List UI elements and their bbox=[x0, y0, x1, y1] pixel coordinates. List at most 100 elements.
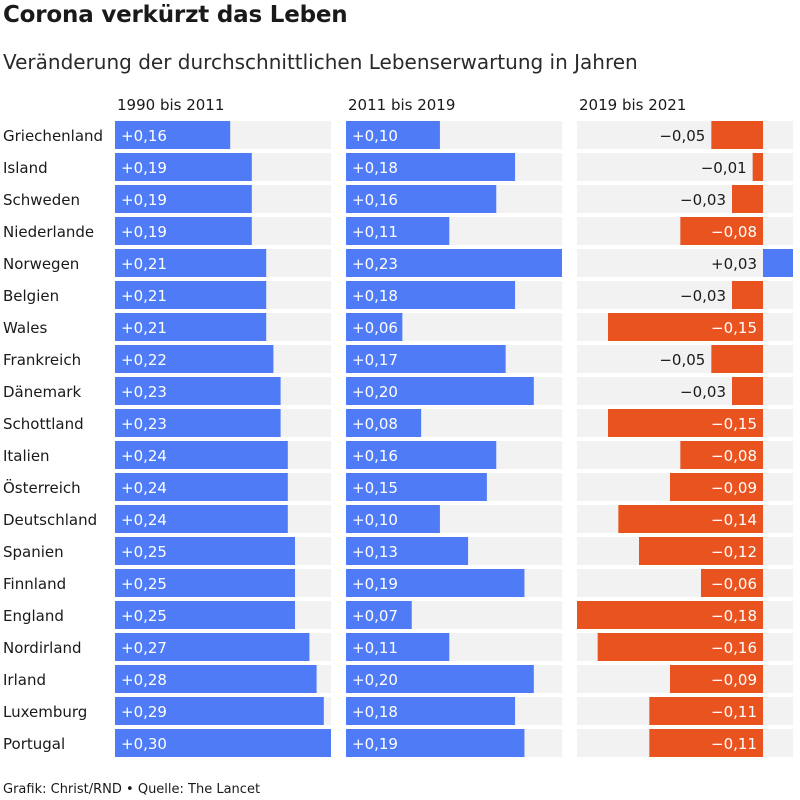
bar-value-label: +0,21 bbox=[121, 287, 167, 305]
bar bbox=[115, 537, 295, 565]
bar-value-label: +0,03 bbox=[711, 255, 757, 273]
bar-value-label: −0,08 bbox=[711, 447, 757, 465]
bar bbox=[115, 217, 252, 245]
panel-header: 2019 bis 2021 bbox=[579, 96, 686, 114]
country-label: Dänemark bbox=[3, 383, 81, 401]
bar-value-label: +0,24 bbox=[121, 511, 167, 529]
bar bbox=[115, 185, 252, 213]
bar-value-label: +0,13 bbox=[352, 543, 398, 561]
bar-value-label: −0,16 bbox=[711, 639, 757, 657]
bar bbox=[763, 249, 793, 277]
bar bbox=[346, 409, 422, 437]
country-label: Griechenland bbox=[3, 127, 103, 145]
country-label: Luxemburg bbox=[3, 703, 87, 721]
bar bbox=[670, 665, 763, 693]
bar bbox=[711, 121, 763, 149]
bar-value-label: −0,12 bbox=[711, 543, 757, 561]
country-label: Schottland bbox=[3, 415, 84, 433]
bar bbox=[701, 569, 763, 597]
bar bbox=[597, 633, 763, 661]
bar-value-label: +0,15 bbox=[352, 479, 398, 497]
bar bbox=[115, 249, 267, 277]
bar-value-label: −0,06 bbox=[711, 575, 757, 593]
country-label: Norwegen bbox=[3, 255, 79, 273]
bar-value-label: +0,19 bbox=[121, 191, 167, 209]
bar bbox=[346, 153, 516, 181]
bar bbox=[346, 121, 440, 149]
country-label: Portugal bbox=[3, 735, 65, 753]
source-note: Grafik: Christ/RND • Quelle: The Lancet bbox=[3, 782, 261, 797]
bar-value-label: +0,18 bbox=[352, 703, 398, 721]
country-label: Finnland bbox=[3, 575, 66, 593]
panel-header: 1990 bis 2011 bbox=[117, 96, 224, 114]
bar-value-label: −0,14 bbox=[711, 511, 757, 529]
country-label: Irland bbox=[3, 671, 46, 689]
bar bbox=[346, 729, 525, 757]
panel-header: 2011 bis 2019 bbox=[348, 96, 455, 114]
bar bbox=[115, 697, 324, 725]
bar-value-label: +0,25 bbox=[121, 575, 167, 593]
bar-value-label: −0,05 bbox=[659, 351, 705, 369]
bar bbox=[680, 217, 763, 245]
bar-value-label: +0,27 bbox=[121, 639, 167, 657]
bar-value-label: +0,06 bbox=[352, 319, 398, 337]
bar-value-label: +0,23 bbox=[121, 383, 167, 401]
bar bbox=[680, 441, 763, 469]
bar-value-label: −0,08 bbox=[711, 223, 757, 241]
bar-value-label: +0,07 bbox=[352, 607, 398, 625]
bar bbox=[670, 473, 763, 501]
bar bbox=[346, 665, 534, 693]
bar bbox=[577, 601, 763, 629]
bar-value-label: +0,16 bbox=[352, 191, 398, 209]
bar-value-label: −0,11 bbox=[711, 735, 757, 753]
bar bbox=[649, 697, 763, 725]
country-label: Niederlande bbox=[3, 223, 94, 241]
country-label: Schweden bbox=[3, 191, 80, 209]
country-label: England bbox=[3, 607, 64, 625]
bar-value-label: +0,30 bbox=[121, 735, 167, 753]
bar-value-label: +0,17 bbox=[352, 351, 398, 369]
bar bbox=[649, 729, 763, 757]
bar bbox=[115, 729, 331, 757]
bar-value-label: +0,22 bbox=[121, 351, 167, 369]
bar bbox=[115, 505, 288, 533]
bar bbox=[346, 313, 403, 341]
bar bbox=[115, 345, 274, 373]
bar bbox=[732, 377, 763, 405]
bar-value-label: −0,09 bbox=[711, 479, 757, 497]
bar-value-label: −0,11 bbox=[711, 703, 757, 721]
bar bbox=[608, 409, 763, 437]
bar bbox=[346, 697, 516, 725]
bar bbox=[346, 505, 440, 533]
bar-value-label: +0,11 bbox=[352, 639, 398, 657]
bar-value-label: −0,15 bbox=[711, 319, 757, 337]
bar bbox=[346, 569, 525, 597]
bar-value-label: −0,05 bbox=[659, 127, 705, 145]
bar-value-label: +0,18 bbox=[352, 287, 398, 305]
bar-value-label: +0,23 bbox=[121, 415, 167, 433]
bar-value-label: −0,03 bbox=[680, 191, 726, 209]
bar bbox=[346, 473, 487, 501]
bar bbox=[115, 281, 267, 309]
bar bbox=[346, 281, 516, 309]
bar bbox=[618, 505, 763, 533]
bar-value-label: +0,24 bbox=[121, 479, 167, 497]
bar bbox=[115, 313, 267, 341]
bar bbox=[115, 153, 252, 181]
bar-value-label: +0,16 bbox=[121, 127, 167, 145]
country-label: Nordirland bbox=[3, 639, 82, 657]
bar bbox=[115, 121, 231, 149]
country-label: Deutschland bbox=[3, 511, 97, 529]
bar-value-label: +0,28 bbox=[121, 671, 167, 689]
bar bbox=[732, 281, 763, 309]
country-label: Wales bbox=[3, 319, 47, 337]
bar-value-label: +0,10 bbox=[352, 511, 398, 529]
bar bbox=[639, 537, 763, 565]
bar-value-label: +0,11 bbox=[352, 223, 398, 241]
bar bbox=[346, 377, 534, 405]
bar-value-label: +0,18 bbox=[352, 159, 398, 177]
chart-subtitle: Veränderung der durchschnittlichen Leben… bbox=[3, 50, 638, 74]
bar bbox=[732, 185, 763, 213]
bar bbox=[346, 441, 497, 469]
